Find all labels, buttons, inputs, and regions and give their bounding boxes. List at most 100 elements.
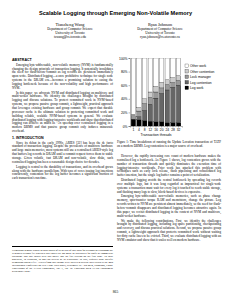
tick-label: 24 [165,128,169,132]
author-line: Department of Computer Science [112,27,208,31]
bar-segment [171,87,176,122]
legend-item: Log contention [185,81,212,85]
footnote: Permission to make digital or hard copie… [12,246,113,273]
author-line: University of Toronto [22,31,118,35]
bar-segment [148,92,153,97]
legend-item: Other contention [185,70,215,74]
bar-segment [131,114,136,115]
legend-item: Log work [185,86,204,90]
author-name: Ryan Johnson [112,22,208,27]
axis-line [129,59,131,127]
bar-segment [142,58,147,99]
x-tick: 20 [160,126,164,132]
paragraph: Logging is central to the durability of … [12,166,113,181]
paragraph: However, the rapidly increasing core cou… [117,155,221,178]
legend-item: Other work [185,64,206,68]
bar-segment [171,58,176,78]
x-tick: 8 [144,126,146,132]
legend-swatch [185,70,189,74]
y-tick: 0% [123,125,130,129]
y-tick: 20% [121,111,130,115]
x-tick: 12 [149,126,153,132]
x-tick: 4 [138,126,140,132]
bar-segment [137,116,142,119]
bar-segment [165,123,170,126]
bar-segment [137,120,142,126]
legend: Other work Other contentionLock manager Lo… [185,64,215,90]
bar-segment [176,123,181,126]
paragraph: Emerging byte-addressable non-volatile m… [117,195,221,218]
bar-segment [176,76,181,81]
legend-label: Other contention [190,70,215,74]
bar-segment [137,111,142,116]
tick-label: 4 [138,128,140,132]
right-column: However, the rapidly increasing core cou… [117,155,221,244]
bar-segment [142,99,147,104]
paragraph: Since its debut in the early 1990s, ARIE… [12,142,113,165]
bar-segment [165,80,170,85]
bar-segment [142,104,147,111]
bar-segment [154,87,159,92]
bar-segment [165,90,170,123]
bar-segment [159,88,164,93]
tick-label: 0% [123,125,128,129]
author: Ryan JohnsonDepartment of Computer Scien… [112,22,208,39]
bar-segment [131,119,136,126]
bar-segment [148,104,153,121]
x-tick: 1 [132,126,134,132]
bar-segment [142,121,147,126]
tick-label: 1 [132,128,134,132]
author-name: Tianzheng Wang [22,22,118,27]
bar-segment [165,85,170,90]
bar-segment [148,58,153,92]
paragraph: Emerging byte-addressable, non-volatile … [12,64,113,91]
tick-label: 60% [121,84,128,88]
legend-swatch [185,64,189,68]
x-tick: 28 [171,126,175,132]
x-tick: 32 [177,126,181,132]
bar-segment [176,58,181,76]
left-column: ABSTRACT Emerging byte-addressable, non-v… [12,56,113,182]
section-heading: ABSTRACT [12,58,113,62]
paragraph: In this paper, we advocate NVM and distr… [12,92,113,134]
tick-label: 8 [144,128,146,132]
legend-label: Lock manager [190,75,212,79]
bar-segment [131,116,136,119]
x-tick: 24 [165,126,169,132]
bar-segment [137,58,142,108]
page-number: 865 [0,290,231,294]
bar-segment [154,98,159,122]
bar-segment [171,123,176,126]
y-tick: 60% [121,84,130,88]
tick-mark [129,99,131,100]
tick-label: 100% [119,57,128,61]
bar-segment [148,121,153,126]
author-line: tzwang@cs.toronto.edu [22,35,118,39]
bar-segment [154,58,159,87]
bar-segment [154,92,159,98]
bar-segment [176,80,181,85]
tick-mark [129,72,131,73]
tick-label: 40% [121,97,128,101]
bar-segment [159,93,164,122]
bar-segment [159,122,164,126]
bar-segment [137,108,142,111]
x-tick: 16 [154,126,158,132]
author-line: Department of Computer Science [22,27,118,31]
tick-label: 28 [171,128,175,132]
bar-segment [171,82,176,87]
tick-mark [129,58,131,59]
legend-label: Log contention [190,81,212,85]
bar-segment [142,110,147,120]
bar-segment [154,122,159,126]
legend-swatch [185,81,189,85]
figure-chart: 0%20%40%60%80%100%148121620242832Transac… [116,55,222,139]
section-heading: 1. INTRODUCTION [12,136,113,140]
bar-segment [159,58,164,82]
bar-segment [159,82,164,87]
tick-label: 80% [121,70,128,74]
legend-label: Log work [190,86,204,90]
y-tick: 100% [119,57,130,61]
tick-mark [129,112,131,113]
bar-segment [165,58,170,80]
